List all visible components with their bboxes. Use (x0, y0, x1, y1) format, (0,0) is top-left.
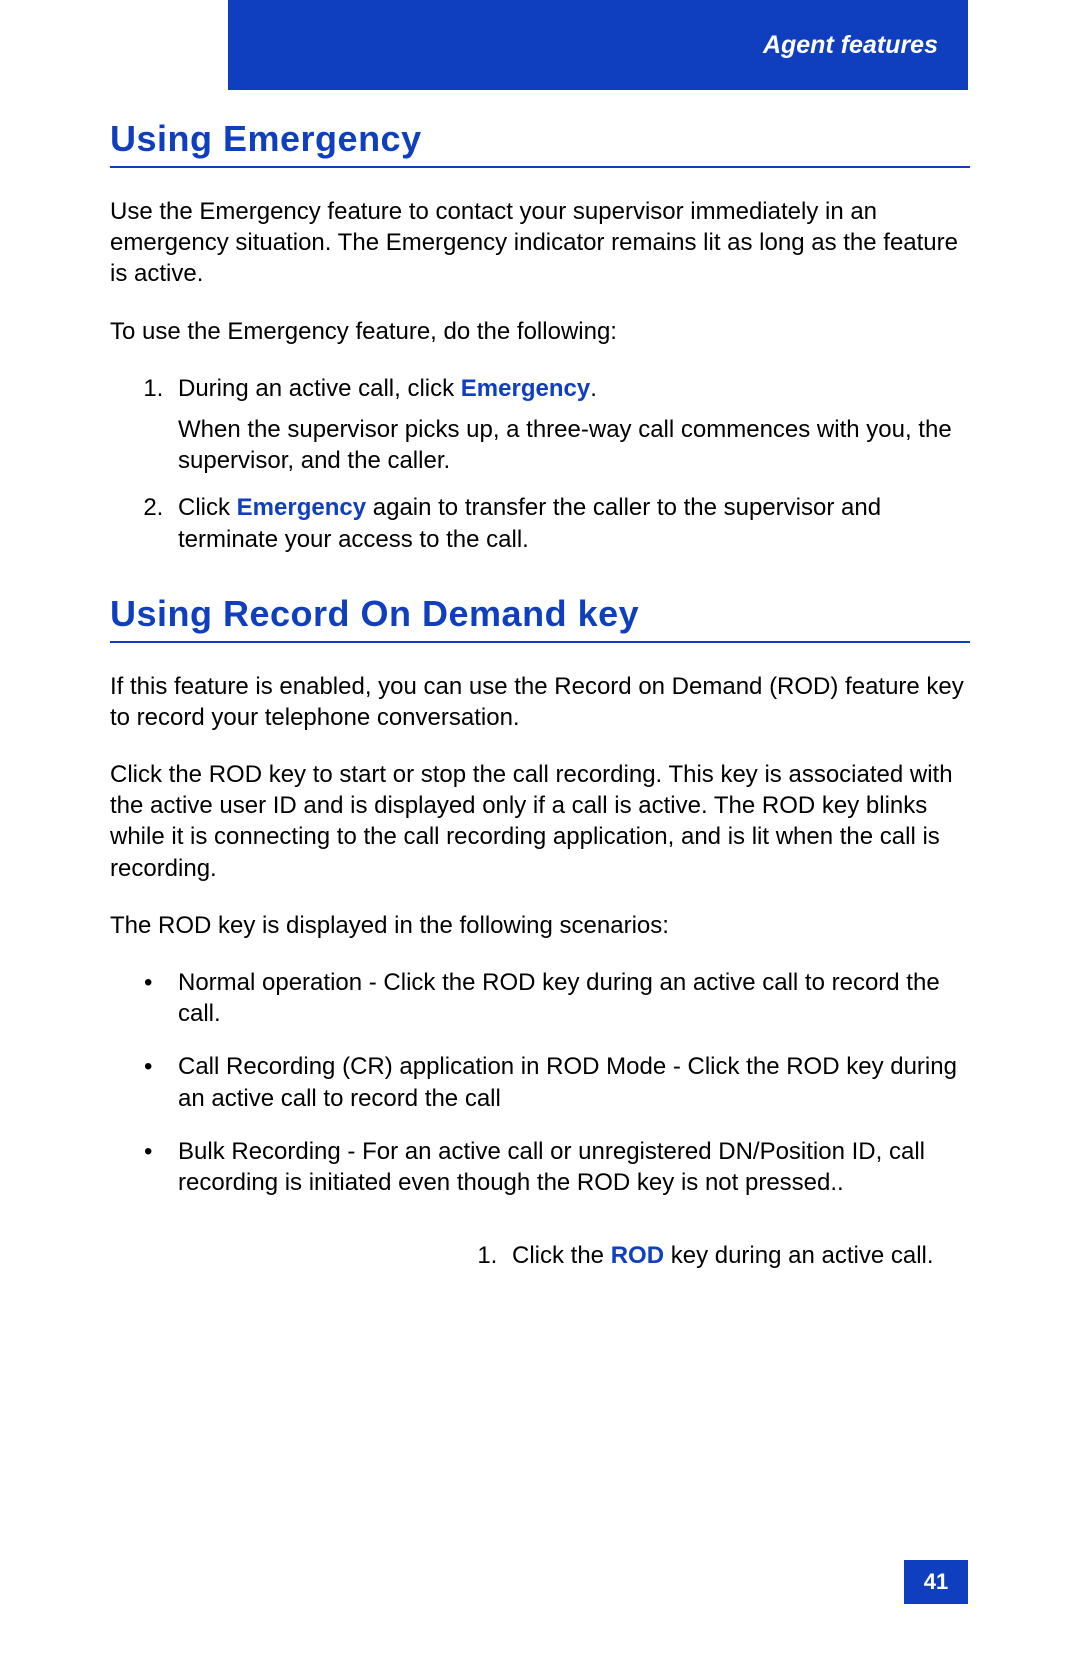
rod-p3: The ROD key is displayed in the followin… (110, 910, 970, 941)
emergency-steps: During an active call, click Emergency. … (110, 373, 970, 555)
step-text: During an active call, click (178, 375, 461, 402)
page-content: Using Emergency Use the Emergency featur… (110, 118, 970, 1271)
page-number: 41 (924, 1569, 948, 1595)
list-item: Call Recording (CR) application in ROD M… (144, 1051, 970, 1113)
emergency-keyword: Emergency (237, 494, 366, 521)
list-item: Bulk Recording - For an active call or u… (144, 1136, 970, 1198)
section-heading-emergency: Using Emergency (110, 118, 970, 168)
emergency-lead-in: To use the Emergency feature, do the fol… (110, 316, 970, 347)
emergency-intro: Use the Emergency feature to contact you… (110, 196, 970, 290)
step-text: Click the (512, 1242, 611, 1269)
step-text: Click (178, 494, 237, 521)
page-number-box: 41 (904, 1560, 968, 1604)
rod-scenarios-list: Normal operation - Click the ROD key dur… (110, 967, 970, 1198)
rod-keyword: ROD (611, 1242, 664, 1269)
step-text: key during an active call. (664, 1242, 933, 1269)
emergency-step-2: Click Emergency again to transfer the ca… (170, 492, 970, 554)
section-heading-rod: Using Record On Demand key (110, 593, 970, 643)
emergency-step-1: During an active call, click Emergency. … (170, 373, 970, 477)
rod-lower-step: Click the ROD key during an active call. (470, 1240, 970, 1271)
rod-p1: If this feature is enabled, you can use … (110, 671, 970, 733)
step-text: . (590, 375, 597, 402)
list-item: Normal operation - Click the ROD key dur… (144, 967, 970, 1029)
rod-p2: Click the ROD key to start or stop the c… (110, 759, 970, 884)
header-bar: Agent features (228, 0, 968, 90)
step-subtext: When the supervisor picks up, a three-wa… (178, 414, 970, 476)
emergency-keyword: Emergency (461, 375, 590, 402)
rod-lower-step-wrap: Click the ROD key during an active call. (470, 1240, 970, 1271)
section-record-on-demand: Using Record On Demand key If this featu… (110, 593, 970, 1272)
header-title: Agent features (763, 31, 938, 60)
rod-lower-step-1: Click the ROD key during an active call. (504, 1240, 970, 1271)
